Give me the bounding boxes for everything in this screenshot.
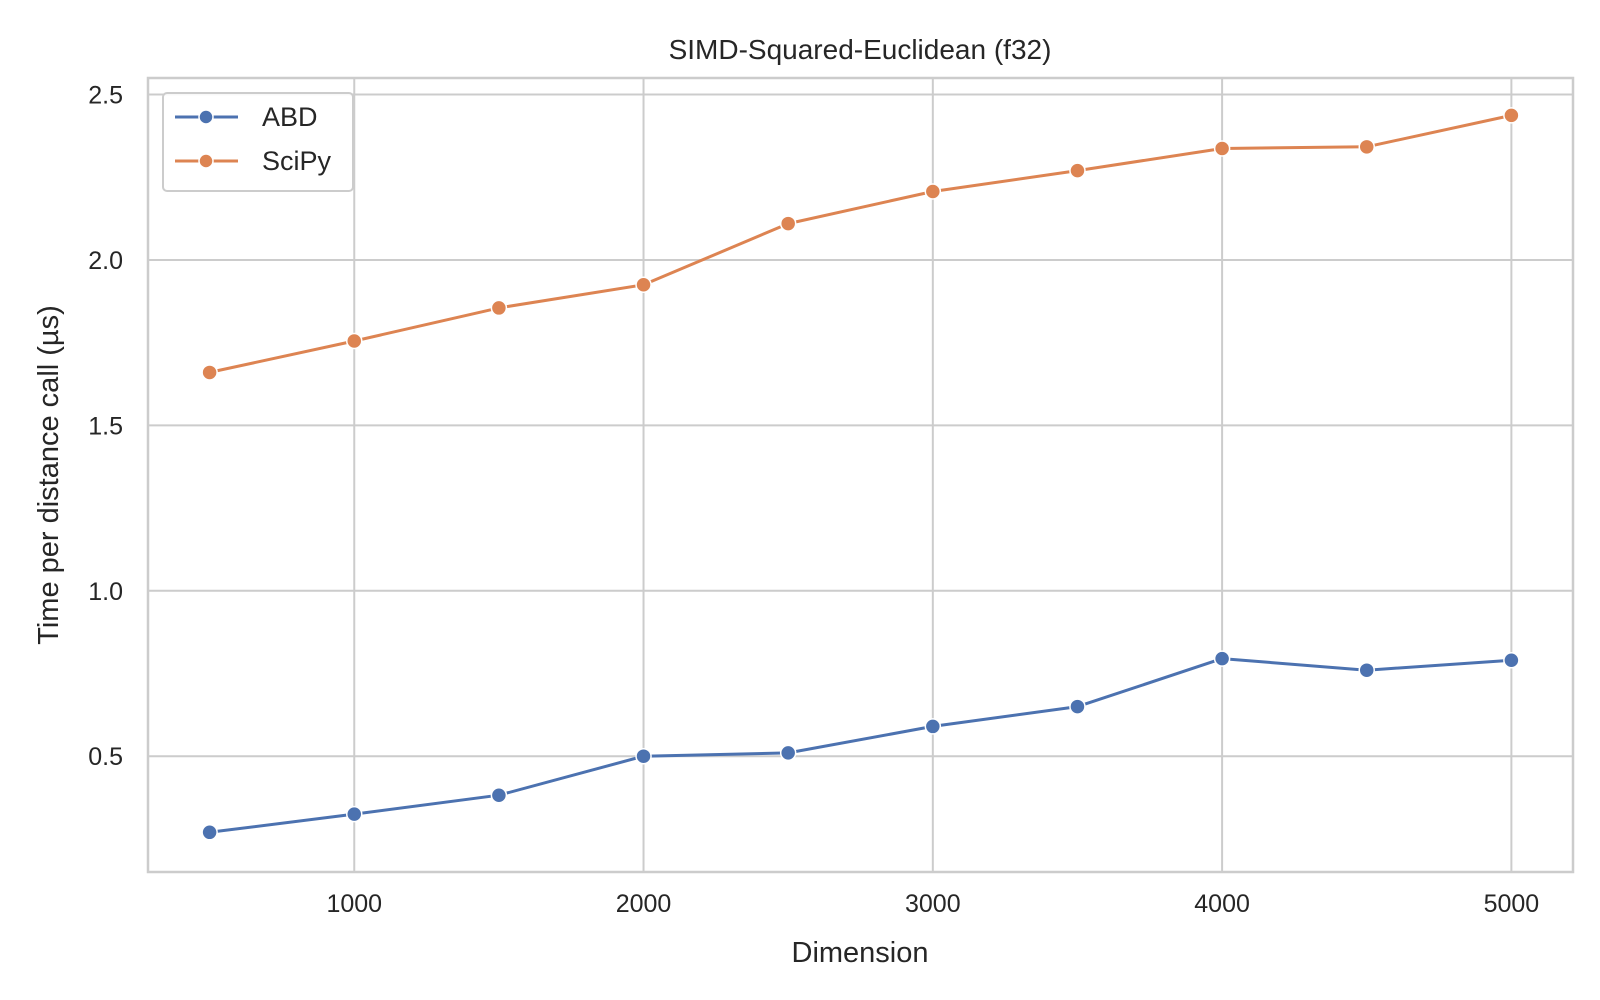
series-line-scipy <box>208 113 1513 374</box>
tick-labels: 1000 2000 3000 4000 5000 0.5 1.0 1.5 2.0 2.5 <box>88 82 1539 918</box>
x-tick-label: 5000 <box>1484 890 1540 918</box>
y-tick-label: 1.0 <box>88 578 123 606</box>
data-point-scipy <box>490 299 508 317</box>
data-point-scipy <box>1358 138 1375 156</box>
plot-area-frame <box>146 76 1575 874</box>
y-tick-label: 2.5 <box>88 82 123 110</box>
data-point-scipy <box>635 276 652 294</box>
y-tick-label: 1.5 <box>88 412 123 440</box>
x-tick-label: 2000 <box>616 890 672 918</box>
legend-marker-abd <box>198 109 214 125</box>
data-point-abd <box>490 786 508 804</box>
data-point-scipy <box>346 332 363 350</box>
legend-entry-scipy: SciPy <box>175 146 332 176</box>
legend-entry-abd: ABD <box>175 102 318 132</box>
data-point-scipy <box>1213 140 1231 157</box>
x-tick-label: 1000 <box>326 890 382 918</box>
data-point-abd <box>924 718 942 735</box>
y-axis-label: Time per distance call (µs) <box>33 305 65 645</box>
legend-box <box>162 92 354 192</box>
data-point-scipy <box>201 364 218 381</box>
legend-label-abd: ABD <box>262 102 318 132</box>
legend-marker-scipy <box>198 153 214 169</box>
grid <box>148 78 1573 872</box>
data-point-scipy <box>1069 162 1086 179</box>
chart-title: SIMD-Squared-Euclidean (f32) <box>669 34 1052 65</box>
data-point-scipy <box>924 183 942 200</box>
series-group <box>201 107 1520 841</box>
series-abd <box>201 650 1520 841</box>
data-point-abd <box>346 805 363 823</box>
x-tick-label: 3000 <box>905 890 961 918</box>
data-point-abd <box>201 824 218 841</box>
x-axis-label: Dimension <box>792 937 929 969</box>
data-point-abd <box>1069 698 1086 715</box>
data-point-abd <box>1503 652 1520 669</box>
y-tick-label: 0.5 <box>88 743 123 771</box>
series-line-abd <box>208 657 1513 834</box>
legend-label-scipy: SciPy <box>262 146 332 176</box>
data-point-abd <box>1358 661 1375 679</box>
data-point-scipy <box>1503 107 1520 124</box>
data-point-scipy <box>779 215 797 232</box>
legend: ABD SciPy <box>162 92 354 192</box>
y-tick-label: 2.0 <box>88 247 123 275</box>
data-point-abd <box>635 747 652 765</box>
x-tick-label: 4000 <box>1194 890 1250 918</box>
data-point-abd <box>1213 650 1231 667</box>
series-scipy <box>201 107 1520 381</box>
data-point-abd <box>779 744 797 762</box>
